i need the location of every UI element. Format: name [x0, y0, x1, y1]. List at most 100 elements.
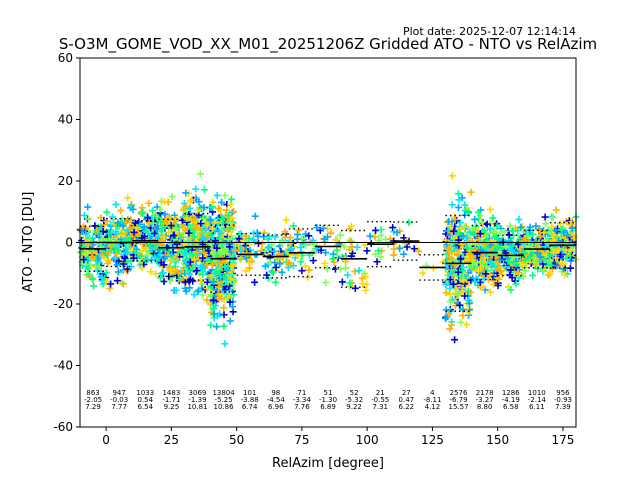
- bin-mean-label: -6.79: [449, 396, 467, 404]
- scatter-point: [512, 260, 520, 268]
- scatter-point: [120, 251, 128, 259]
- scatter-point: [215, 295, 223, 303]
- scatter-point: [199, 291, 207, 299]
- scatter-point: [167, 222, 175, 230]
- bin-count-label: 13804: [212, 389, 235, 397]
- scatter-point: [550, 249, 558, 257]
- scatter-point: [108, 213, 116, 221]
- scatter-point: [221, 263, 229, 271]
- scatter-point: [270, 247, 278, 255]
- scatter-point: [106, 239, 114, 247]
- scatter-point: [442, 306, 450, 314]
- scatter-point: [450, 227, 458, 235]
- scatter-point: [340, 243, 348, 251]
- scatter-point: [346, 279, 354, 287]
- scatter-point: [290, 262, 298, 270]
- scatter-points: [76, 170, 580, 348]
- scatter-point: [347, 238, 355, 246]
- scatter-point: [268, 268, 276, 276]
- bin-std-label: 10.81: [187, 403, 207, 411]
- scatter-point: [293, 235, 301, 243]
- scatter-point: [103, 208, 111, 216]
- scatter-point: [463, 244, 471, 252]
- scatter-point: [309, 248, 317, 256]
- scatter-point: [549, 214, 557, 222]
- scatter-point: [223, 206, 231, 214]
- scatter-point: [81, 211, 89, 219]
- scatter-point: [218, 215, 226, 223]
- bin-mean-label: -4.19: [502, 396, 520, 404]
- scatter-point: [209, 304, 217, 312]
- scatter-point: [167, 266, 175, 274]
- scatter-point: [208, 225, 216, 233]
- scatter-point: [560, 260, 568, 268]
- scatter-point: [446, 269, 454, 277]
- scatter-point: [194, 228, 202, 236]
- scatter-point: [193, 267, 201, 275]
- bin-mean-label: -0.03: [110, 396, 128, 404]
- scatter-point: [199, 254, 207, 262]
- y-tick-label: 0: [65, 236, 73, 250]
- scatter-point: [298, 267, 306, 275]
- scatter-point: [220, 273, 228, 281]
- scatter-point: [362, 273, 370, 281]
- scatter-point: [211, 269, 219, 277]
- scatter-point: [463, 234, 471, 242]
- bin-count-label: 27: [402, 389, 411, 397]
- scatter-point: [80, 256, 88, 264]
- scatter-point: [221, 340, 229, 348]
- scatter-point: [133, 224, 141, 232]
- scatter-point: [242, 267, 250, 275]
- scatter-point: [191, 214, 199, 222]
- scatter-point: [144, 251, 152, 259]
- scatter-point: [230, 245, 238, 253]
- bin-mean-label: -3.27: [476, 396, 494, 404]
- scatter-point: [345, 246, 353, 254]
- bin-std-label: 7.39: [555, 403, 571, 411]
- scatter-point: [483, 263, 491, 271]
- scatter-point: [202, 226, 210, 234]
- scatter-point: [95, 263, 103, 271]
- x-tick-label: 0: [102, 433, 110, 447]
- scatter-point: [501, 228, 509, 236]
- scatter-point: [172, 225, 180, 233]
- scatter-point: [186, 258, 194, 266]
- scatter-point: [160, 198, 168, 206]
- scatter-point: [448, 201, 456, 209]
- scatter-point: [149, 219, 157, 227]
- scatter-point: [129, 205, 137, 213]
- scatter-point: [563, 231, 571, 239]
- scatter-point: [129, 223, 137, 231]
- scatter-point: [203, 296, 211, 304]
- bin-mean-label: -0.55: [371, 396, 389, 404]
- scatter-point: [330, 258, 338, 266]
- scatter-point: [480, 254, 488, 262]
- scatter-point: [119, 222, 127, 230]
- scatter-point: [521, 263, 529, 271]
- scatter-point: [178, 276, 186, 284]
- scatter-point: [278, 240, 286, 248]
- scatter-point: [465, 299, 473, 307]
- bin-count-label: 4: [430, 389, 435, 397]
- scatter-point: [461, 275, 469, 283]
- scatter-point: [347, 222, 355, 230]
- scatter-point: [217, 222, 225, 230]
- scatter-point: [377, 226, 385, 234]
- scatter-point: [161, 210, 169, 218]
- bin-std-label: 8.80: [477, 403, 493, 411]
- scatter-point: [132, 249, 140, 257]
- scatter-point: [372, 226, 380, 234]
- scatter-point: [540, 229, 548, 237]
- scatter-point: [149, 207, 157, 215]
- scatter-point: [207, 321, 215, 329]
- bin-mean-label: -1.30: [319, 396, 337, 404]
- scatter-point: [301, 262, 309, 270]
- scatter-point: [471, 278, 479, 286]
- bin-count-label: 947: [112, 389, 125, 397]
- scatter-point: [557, 250, 565, 258]
- scatter-point: [102, 278, 110, 286]
- scatter-point: [321, 259, 329, 267]
- scatter-point: [366, 232, 374, 240]
- scatter-point: [537, 253, 545, 261]
- scatter-point: [106, 284, 114, 292]
